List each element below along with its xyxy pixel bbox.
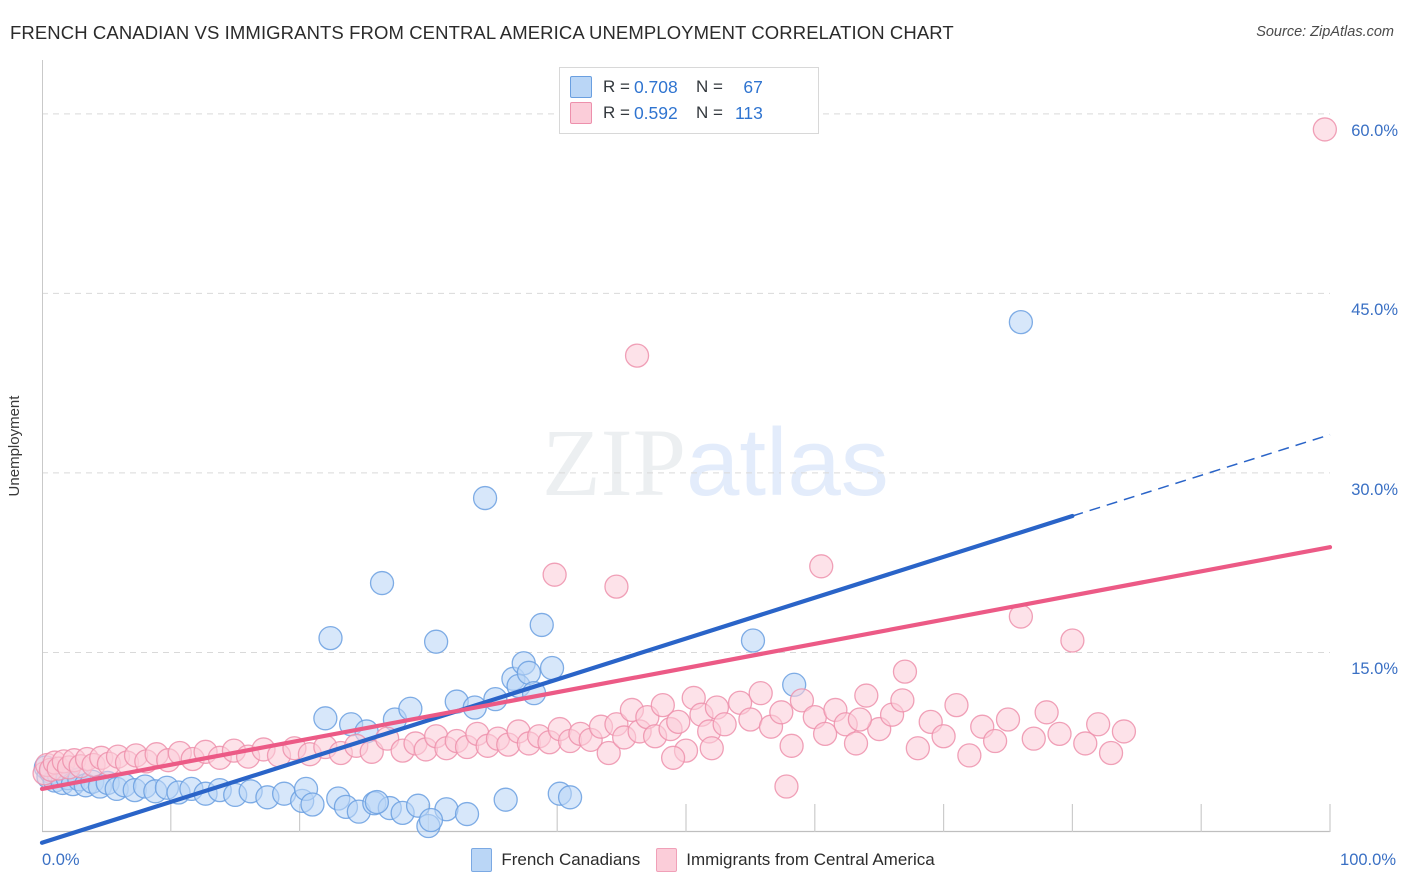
series-points-2 — [32, 117, 1337, 799]
n-value-1: 67 — [743, 76, 763, 97]
n-value-2: 113 — [734, 102, 763, 123]
data-point — [748, 681, 773, 706]
n-label-2: N = — [695, 103, 723, 122]
swatch-french-canadians — [570, 76, 592, 98]
trendline-2 — [39, 545, 1333, 792]
data-point — [1111, 719, 1137, 744]
data-point — [660, 745, 686, 770]
r-value-2: 0.592 — [633, 102, 678, 123]
data-point — [957, 743, 982, 768]
data-point — [313, 706, 338, 731]
data-point — [539, 655, 565, 681]
legend-item-french-canadians[interactable]: French Canadians — [471, 848, 640, 872]
data-point — [779, 733, 804, 758]
data-point — [604, 574, 629, 599]
data-point — [454, 801, 480, 827]
data-point — [1073, 731, 1098, 756]
legend-swatch-french-canadians — [471, 848, 493, 872]
data-point — [1086, 712, 1111, 737]
data-point — [982, 728, 1008, 754]
data-point — [699, 736, 724, 761]
data-point — [809, 554, 834, 579]
data-point — [789, 688, 815, 713]
data-point — [843, 731, 869, 756]
data-point — [418, 807, 444, 833]
data-point — [624, 343, 650, 368]
legend-label-french-canadians: French Canadians — [501, 850, 641, 869]
data-point — [769, 700, 794, 725]
data-point — [369, 570, 395, 596]
data-point — [905, 736, 930, 761]
data-point — [472, 485, 498, 511]
legend-label-immigrants-central-america: Immigrants from Central America — [686, 850, 935, 869]
series-legend: French Canadians Immigrants from Central… — [0, 848, 1406, 872]
data-point — [712, 712, 737, 737]
legend-swatch-immigrants-central-america — [656, 848, 678, 872]
x-axis-min-label: 0.0% — [42, 851, 80, 869]
trendline-dashed-extension — [1072, 433, 1331, 517]
data-point — [516, 660, 542, 685]
data-point — [1312, 117, 1337, 142]
data-point — [944, 692, 969, 718]
data-point — [892, 659, 918, 684]
data-point — [318, 625, 343, 651]
y-tick-label: 60.0% — [1351, 121, 1398, 140]
y-tick-label: 30.0% — [1351, 480, 1398, 499]
plot-svg — [32, 60, 1337, 845]
data-point — [931, 724, 956, 749]
plot-area: ZIPatlas — [32, 60, 1337, 845]
data-point — [650, 692, 675, 718]
data-point — [596, 740, 621, 766]
source-attribution: Source: ZipAtlas.com — [1256, 24, 1394, 40]
x-axis-max-label: 100.0% — [1340, 851, 1396, 869]
data-point — [854, 683, 879, 708]
trendline-1 — [39, 433, 1331, 845]
data-point — [557, 785, 583, 810]
swatch-immigrants-central-america — [570, 102, 592, 124]
data-point — [529, 612, 554, 638]
gridlines — [42, 113, 1330, 653]
data-point — [1034, 700, 1059, 725]
data-point — [740, 628, 766, 653]
trendline-solid — [39, 513, 1075, 845]
r-label-1: R = — [603, 77, 630, 96]
data-point — [666, 709, 691, 735]
data-point — [812, 721, 838, 747]
data-point — [774, 774, 799, 799]
data-point — [493, 787, 518, 812]
data-point — [995, 707, 1021, 732]
stats-row-immigrants-central-america: R = 0.592 N = 113 — [570, 100, 808, 126]
page-title: FRENCH CANADIAN VS IMMIGRANTS FROM CENTR… — [10, 22, 954, 43]
correlation-stats-legend: R = 0.708 N = 67 R = 0.592 N = 113 — [559, 67, 819, 134]
data-point — [364, 789, 390, 815]
data-point — [423, 629, 449, 654]
y-axis-title: Unemployment — [6, 395, 23, 497]
data-point — [847, 707, 873, 732]
data-point — [1021, 726, 1046, 751]
data-point — [1047, 721, 1072, 747]
data-point — [890, 688, 915, 713]
stats-row-french-canadians: R = 0.708 N = 67 — [570, 74, 808, 100]
y-tick-label: 15.0% — [1351, 660, 1398, 679]
r-label-2: R = — [603, 103, 630, 122]
data-point — [300, 792, 325, 817]
data-point — [1060, 628, 1085, 653]
y-tick-label: 45.0% — [1351, 301, 1398, 320]
n-label-1: N = — [695, 77, 723, 96]
data-point — [1008, 309, 1034, 335]
data-point — [542, 562, 567, 587]
r-value-1: 0.708 — [633, 76, 678, 97]
data-point — [1098, 740, 1124, 766]
data-point — [738, 707, 763, 732]
legend-item-immigrants-central-america[interactable]: Immigrants from Central America — [656, 848, 935, 872]
trendline-solid — [39, 545, 1333, 792]
